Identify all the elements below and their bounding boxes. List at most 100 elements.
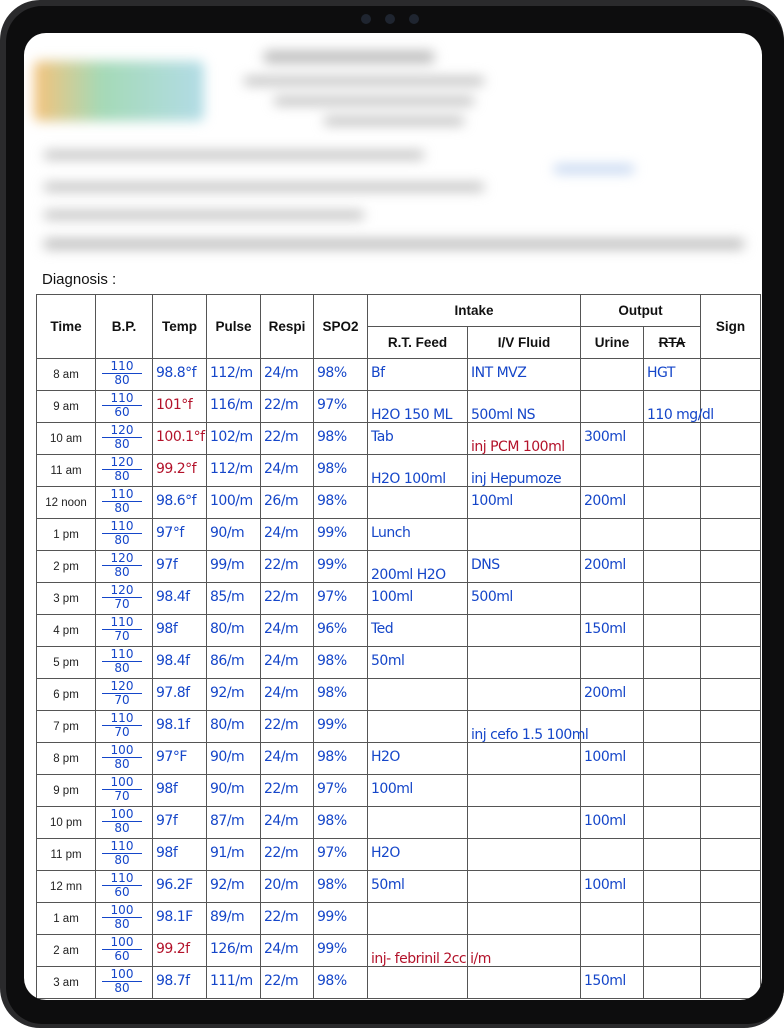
header-output: Output	[579, 294, 702, 327]
bp-diastolic: 80	[114, 757, 130, 771]
table-row: 4 pm 110 70 98f 80/m 24/m 96% Ted 150ml	[36, 614, 762, 647]
respi-entry: 22/m	[264, 557, 299, 573]
bp-diastolic: 80	[114, 469, 130, 483]
bp-diastolic: 60	[114, 949, 130, 963]
sign-cell	[700, 518, 762, 551]
spo2-cell: 98%	[313, 454, 368, 487]
time-cell: 11 pm	[36, 838, 96, 871]
spo2-entry: 98%	[317, 653, 347, 669]
respi-entry: 24/m	[264, 525, 299, 541]
spo2-cell: 98%	[313, 486, 368, 519]
pulse-entry: 85/m	[210, 589, 245, 605]
header-rta: RTA	[642, 326, 702, 359]
iv-cell: 100ml	[467, 486, 581, 519]
urine-cell: 150ml	[580, 614, 644, 647]
bp-fraction: 100 70	[102, 776, 142, 803]
spo2-cell: 96%	[313, 614, 368, 647]
urine-cell	[580, 902, 644, 935]
temp-entry: 96.2F	[156, 877, 193, 893]
rta-cell	[642, 486, 702, 519]
rt-cell	[367, 486, 468, 519]
bp-fraction: 100 80	[102, 808, 142, 835]
respi-cell: 22/m	[260, 582, 314, 615]
iv-cell: 500ml	[467, 582, 581, 615]
pulse-entry: 87/m	[210, 813, 245, 829]
rta-entry: 110 mg/dl	[647, 407, 714, 423]
time-cell: 12 mn	[36, 870, 96, 903]
spo2-entry: 98%	[317, 429, 347, 445]
sign-cell	[700, 870, 762, 903]
bp-systolic: 100	[102, 936, 142, 950]
temp-entry: 101°f	[156, 397, 193, 413]
rt-cell: H2O	[367, 838, 468, 871]
pulse-cell: 92/m	[206, 870, 261, 903]
respi-entry: 22/m	[264, 909, 299, 925]
spo2-cell: 99%	[313, 518, 368, 551]
iv-entry: 500ml NS	[471, 407, 536, 423]
bp-cell: 120 80	[95, 422, 153, 455]
urine-entry: 300ml	[584, 429, 626, 445]
table-row: 11 pm 110 80 98f 91/m 22/m 97% H2O	[36, 838, 762, 871]
table-row: 11 am 120 80 99.2°f 112/m 24/m 98% H2O 100ml inj…	[36, 454, 762, 487]
table-row: 1 am 100 80 98.1F 89/m 22/m 99%	[36, 902, 762, 935]
respi-cell: 22/m	[260, 838, 314, 871]
iv-entry: INT MVZ	[471, 365, 527, 381]
bp-fraction: 110 70	[102, 616, 142, 643]
pulse-entry: 90/m	[210, 525, 245, 541]
bp-systolic: 100	[102, 744, 142, 758]
spo2-entry: 99%	[317, 525, 347, 541]
pulse-entry: 111/m	[210, 973, 253, 989]
respi-entry: 24/m	[264, 685, 299, 701]
rt-cell: H2O	[367, 742, 468, 775]
table-row: 8 am 110 80 98.8°f 112/m 24/m 98% Bf INT MVZ HGT	[36, 358, 762, 391]
time-cell: 9 pm	[36, 774, 96, 807]
urine-entry: 100ml	[584, 813, 626, 829]
header-bp: B.P.	[95, 294, 153, 359]
time-cell: 2 pm	[36, 550, 96, 583]
temp-entry: 98.7f	[156, 973, 190, 989]
header-rt-feed: R.T. Feed	[367, 326, 468, 359]
time-cell: 8 am	[36, 358, 96, 391]
spo2-cell: 98%	[313, 742, 368, 775]
vitals-chart-table: Time B.P. Temp Pulse Respi SPO2 Intake O…	[36, 294, 762, 999]
header-respi: Respi	[260, 294, 314, 359]
rta-cell	[642, 582, 702, 615]
sign-cell	[700, 486, 762, 519]
pulse-cell: 89/m	[206, 902, 261, 935]
respi-cell: 24/m	[260, 742, 314, 775]
iv-cell	[467, 774, 581, 807]
rt-entry: Tab	[371, 429, 394, 445]
pulse-entry: 90/m	[210, 749, 245, 765]
temp-cell: 98.1F	[152, 902, 207, 935]
time-cell: 7 pm	[36, 710, 96, 743]
temp-cell: 98f	[152, 774, 207, 807]
iv-cell	[467, 742, 581, 775]
bp-systolic: 110	[102, 872, 142, 886]
iv-cell	[467, 902, 581, 935]
respi-entry: 22/m	[264, 429, 299, 445]
pulse-cell: 100/m	[206, 486, 261, 519]
rta-cell	[642, 550, 702, 583]
temp-cell: 97°F	[152, 742, 207, 775]
temp-entry: 97f	[156, 557, 178, 573]
pulse-entry: 99/m	[210, 557, 245, 573]
pulse-cell: 99/m	[206, 550, 261, 583]
spo2-entry: 97%	[317, 781, 347, 797]
rt-cell: H2O 150 ML	[367, 390, 468, 423]
table-row: 8 pm 100 80 97°F 90/m 24/m 98% H2O 100ml	[36, 742, 762, 775]
bp-diastolic: 70	[114, 725, 130, 739]
bp-systolic: 110	[102, 392, 142, 406]
temp-entry: 97°F	[156, 749, 187, 765]
sign-cell	[700, 390, 762, 423]
bp-fraction: 110 60	[102, 872, 142, 899]
bp-fraction: 100 80	[102, 968, 142, 995]
rta-cell	[642, 646, 702, 679]
header-time: Time	[36, 294, 96, 359]
bp-cell: 110 80	[95, 838, 153, 871]
respi-entry: 24/m	[264, 365, 299, 381]
bp-cell: 120 80	[95, 454, 153, 487]
spo2-entry: 98%	[317, 461, 347, 477]
pulse-entry: 100/m	[210, 493, 253, 509]
respi-entry: 24/m	[264, 621, 299, 637]
